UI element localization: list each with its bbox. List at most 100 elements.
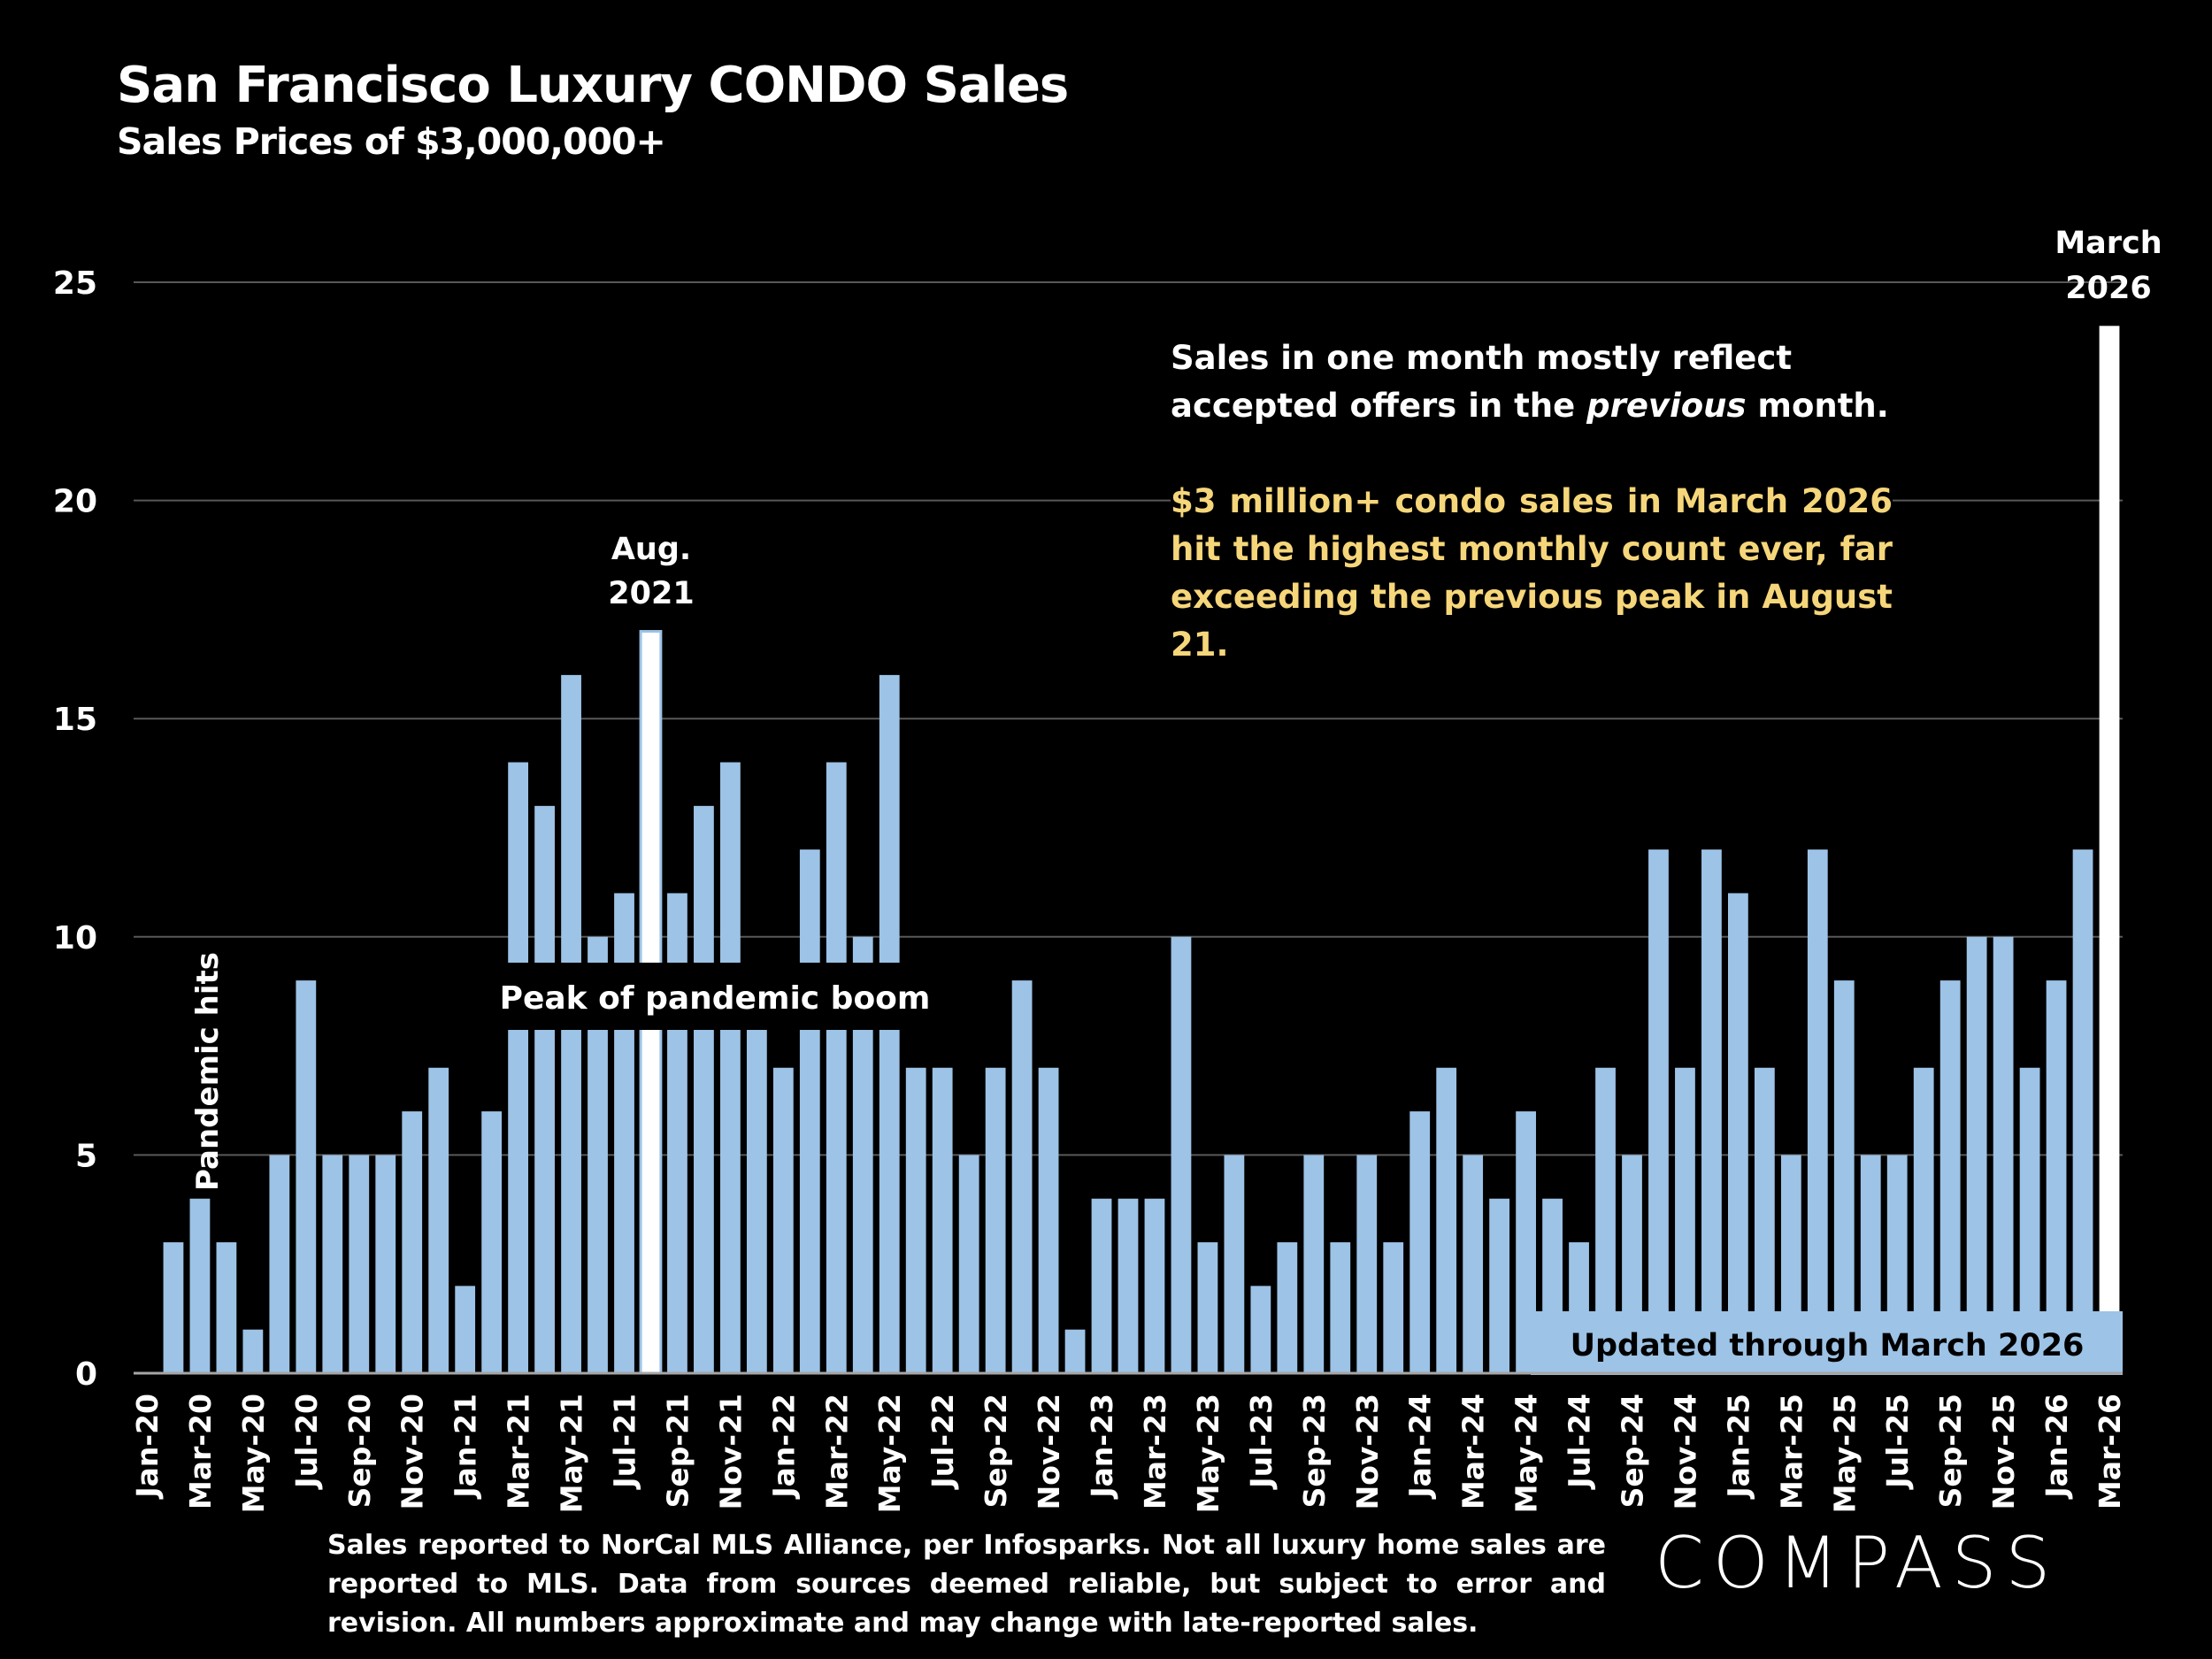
bar-oct-20	[375, 1155, 396, 1373]
bar-dec-20	[428, 1067, 449, 1373]
x-tick-label: May-21	[555, 1394, 589, 1513]
y-tick-label: 25	[53, 265, 97, 302]
x-tick-label: May-24	[1509, 1394, 1544, 1513]
bar-may-23	[1197, 1242, 1218, 1373]
bar-mar-21	[508, 762, 529, 1373]
x-tick-label: Mar-25	[1774, 1394, 1809, 1509]
bar-sep-20	[349, 1155, 370, 1373]
bar-jan-22	[772, 1067, 794, 1373]
aug-2021-label-line2: 2021	[608, 576, 694, 611]
bar-feb-26	[2072, 849, 2093, 1373]
bar-apr-20	[216, 1242, 237, 1373]
bar-aug-24	[1595, 1067, 1616, 1373]
x-tick-label: Jul-23	[1244, 1394, 1279, 1490]
bar-dec-23	[1383, 1242, 1404, 1373]
bar-jun-21	[588, 936, 608, 1373]
source-footnote: Sales reported to NorCal MLS Alliance, p…	[327, 1530, 1606, 1639]
bar-dec-21	[746, 980, 767, 1373]
x-tick-label: Nov-21	[713, 1394, 748, 1509]
bar-aug-20	[322, 1155, 343, 1373]
bar-nov-22	[1038, 1067, 1059, 1373]
bar-apr-22	[852, 936, 873, 1373]
x-tick-label: Nov-23	[1350, 1394, 1385, 1509]
bar-mar-20	[189, 1198, 211, 1373]
bar-jul-20	[296, 980, 317, 1373]
bar-sep-22	[985, 1067, 1006, 1373]
bar-may-20	[242, 1329, 264, 1373]
x-tick-label: Jan-24	[1403, 1394, 1438, 1500]
chart-title: San Francisco Luxury CONDO Sales	[117, 57, 1069, 114]
bar-oct-24	[1648, 849, 1669, 1373]
x-tick-label: Mar-20	[183, 1394, 218, 1509]
chart-subtitle: Sales Prices of $3,000,000+	[117, 120, 666, 163]
bar-apr-23	[1171, 936, 1192, 1373]
x-tick-label: Nov-22	[1032, 1394, 1066, 1509]
bar-oct-23	[1330, 1242, 1351, 1373]
x-tick-label: Sep-22	[979, 1394, 1013, 1508]
bar-jun-23	[1224, 1155, 1245, 1373]
x-tick-label: Jul-20	[289, 1394, 324, 1490]
x-tick-label: Mar-22	[819, 1394, 854, 1509]
highlight-note: $3 million+ condo sales in March 2026 hi…	[1171, 482, 1893, 664]
march-2026-label-line2: 2026	[2065, 271, 2151, 306]
bar-jul-22	[932, 1067, 953, 1373]
bar-dec-22	[1064, 1329, 1086, 1373]
bar-nov-24	[1675, 1067, 1695, 1373]
bar-jan-26	[2046, 980, 2067, 1373]
x-tick-label: Sep-25	[1933, 1394, 1968, 1508]
bar-oct-22	[1011, 980, 1033, 1373]
bar-jun-22	[905, 1067, 926, 1373]
x-tick-label: Jan-20	[130, 1394, 165, 1500]
x-tick-label: Jan-22	[766, 1394, 801, 1500]
bar-dec-25	[2019, 1067, 2040, 1373]
compass-logo: COMPASS	[1655, 1522, 2060, 1604]
bar-nov-20	[402, 1111, 423, 1373]
bar-apr-21	[534, 805, 555, 1373]
aug-2021-label-line1: Aug.	[611, 532, 691, 567]
x-tick-label: Sep-20	[342, 1394, 377, 1508]
x-tick-label: Mar-23	[1138, 1394, 1172, 1509]
x-tick-label: May-20	[236, 1394, 271, 1513]
bar-aug-25	[1913, 1067, 1934, 1373]
bar-dec-24	[1701, 849, 1722, 1373]
y-tick-label: 0	[75, 1356, 97, 1393]
bar-feb-20	[163, 1242, 184, 1373]
x-tick-label: Jan-23	[1085, 1394, 1119, 1500]
x-tick-label: Jul-22	[926, 1394, 960, 1490]
x-tick-label: Mar-24	[1456, 1394, 1491, 1509]
updated-badge-background	[1531, 1311, 2123, 1375]
x-tick-label: Sep-23	[1297, 1394, 1332, 1508]
updated-badge: Updated through March 2026	[1571, 1328, 2085, 1363]
bar-feb-24	[1436, 1067, 1457, 1373]
x-tick-label: May-22	[872, 1394, 907, 1513]
bar-aug-23	[1277, 1242, 1298, 1373]
bar-nov-25	[1993, 936, 2014, 1373]
bar-jan-23	[1091, 1198, 1112, 1373]
peak-label-background	[508, 963, 902, 1030]
bar-apr-24	[1489, 1198, 1510, 1373]
bar-feb-23	[1118, 1198, 1139, 1373]
x-tick-label: May-25	[1827, 1394, 1862, 1513]
bar-jan-25	[1727, 893, 1748, 1373]
bar-jan-21	[455, 1286, 476, 1373]
x-tick-label: Jul-25	[1880, 1394, 1915, 1490]
y-tick-label: 15	[53, 702, 97, 738]
bar-sep-25	[1939, 980, 1961, 1373]
bar-oct-21	[694, 805, 714, 1373]
x-tick-label: Mar-26	[2093, 1394, 2127, 1509]
x-tick-label: Nov-20	[396, 1394, 430, 1509]
bar-feb-21	[481, 1111, 503, 1373]
bar-mar-26	[2099, 326, 2120, 1373]
x-tick-label: Sep-21	[660, 1394, 695, 1508]
march-2026-label-line1: March	[2055, 226, 2162, 261]
bar-apr-25	[1807, 849, 1828, 1373]
y-tick-label: 5	[75, 1138, 97, 1174]
bar-mar-23	[1144, 1198, 1165, 1373]
bar-oct-25	[1966, 936, 1987, 1373]
bar-mar-22	[826, 762, 847, 1373]
annotation-note: Sales in one month mostly reflect accept…	[1171, 331, 1893, 672]
x-tick-label: Nov-25	[1986, 1394, 2021, 1509]
bar-nov-23	[1356, 1155, 1378, 1373]
peak-label: Peak of pandemic boom	[500, 980, 931, 1017]
